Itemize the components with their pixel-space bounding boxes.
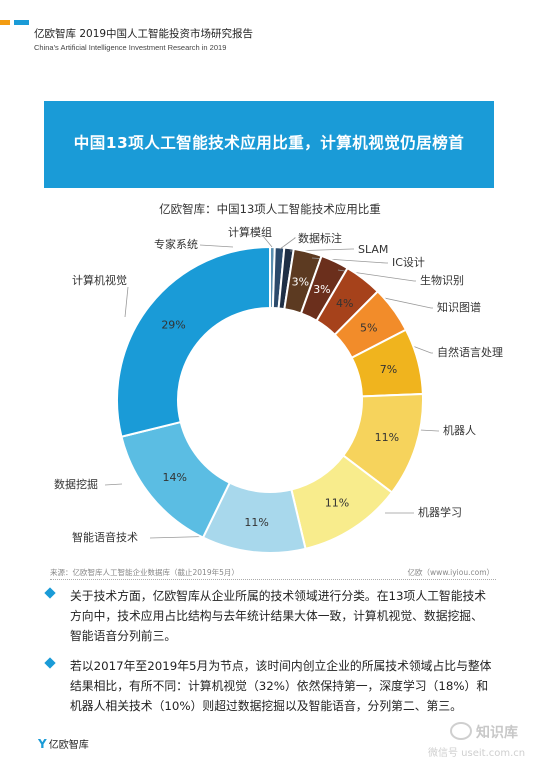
category-label-8: 机器人 [443,423,476,437]
leader-line-8 [419,429,439,432]
bullet-1-line-2: 方向中，技术应用占比结构与去年统计结果大体一致，计算机视觉、数据挖掘、 [70,609,483,623]
donut-percent-label-4: 3% [292,275,309,288]
headline-text: 中国13项人工智能技术应用比重，计算机视觉仍居榜首 [73,134,465,152]
donut-percent-label-5: 3% [313,283,330,296]
donut-percent-label-7: 5% [360,322,377,335]
bullet-2-line-2: 结果相比，有所不同：计算机视觉（32%）依然保持第一，深度学习（18%）和 [70,679,489,693]
header-accent-orange [0,20,10,25]
donut-slice-13 [116,245,271,438]
leader-line-6 [374,295,433,309]
donut-percent-label-9: 11% [375,431,399,444]
category-label-13: 专家系统 [154,237,198,251]
bullet-2-line-1: 若以2017年至2019年5月为节点，该时间内创立企业的所属技术领域占比与整体 [70,659,492,673]
watermark-brand: 知识库 [476,725,518,741]
category-label-1: 计算模组 [228,225,272,239]
header-accent-blue [14,20,29,25]
headline-banner: 中国13项人工智能技术应用比重，计算机视觉仍居榜首 [44,101,494,188]
bullet-2-line-3: 机器人相关技术（10%）则超过数据挖掘以及智能语音，分列第二、第三。 [70,699,462,713]
category-label-12: 计算机视觉 [72,273,127,287]
logo-mark: Y [38,737,47,751]
category-label-3: SLAM [358,243,388,256]
footer-logo: Y 亿欧智库 [38,736,89,751]
donut-percent-label-10: 11% [325,497,349,510]
leader-line-5 [337,269,416,282]
watermark-url: 微信号 useit.com.cn [428,748,526,759]
leader-line-13 [199,244,234,248]
donut-percent-label-13: 29% [161,318,185,331]
bullet-1-line-1: 关于技术方面，亿欧智库从企业所属的技术领域进行分类。在13项人工智能技术 [70,589,487,603]
category-label-10: 智能语音技术 [72,530,138,544]
category-label-6: 知识图谱 [437,300,481,314]
donut-percent-label-8: 7% [380,363,397,376]
report-title: 亿欧智库 2019中国人工智能投资市场研究报告 [34,28,254,40]
report-subtitle: China's Artificial Intelligence Investme… [34,43,227,52]
source-note: 来源：亿欧智库人工智能企业数据库（截止2019年5月） [50,568,239,577]
category-label-4: IC设计 [392,256,425,269]
source-site: 亿欧（www.iyiou.com） [407,568,494,577]
category-label-7: 自然语言处理 [437,345,503,359]
source-divider [50,579,496,580]
leader-line-4 [311,257,388,264]
category-label-5: 生物识别 [420,273,464,287]
leader-line-2 [279,237,297,250]
category-label-2: 数据标注 [298,231,342,245]
wechat-icon [450,722,472,740]
donut-percent-label-6: 4% [336,297,353,310]
header-accent-bar [0,20,540,25]
chart-title: 亿欧智库：中国13项人工智能技术应用比重 [159,202,381,216]
leader-line-3 [289,248,354,252]
bullet-1-line-3: 智能语音分列前三。 [70,629,177,643]
donut-percent-label-12: 14% [163,471,187,484]
leader-line-12 [124,286,129,318]
logo-text: 亿欧智库 [48,740,89,751]
leader-line-7 [409,344,433,354]
donut-percent-label-11: 11% [244,516,268,529]
leader-line-1 [262,235,273,248]
leader-line-11 [104,483,123,486]
category-label-9: 机器学习 [418,505,462,519]
category-label-11: 数据挖掘 [54,477,98,491]
